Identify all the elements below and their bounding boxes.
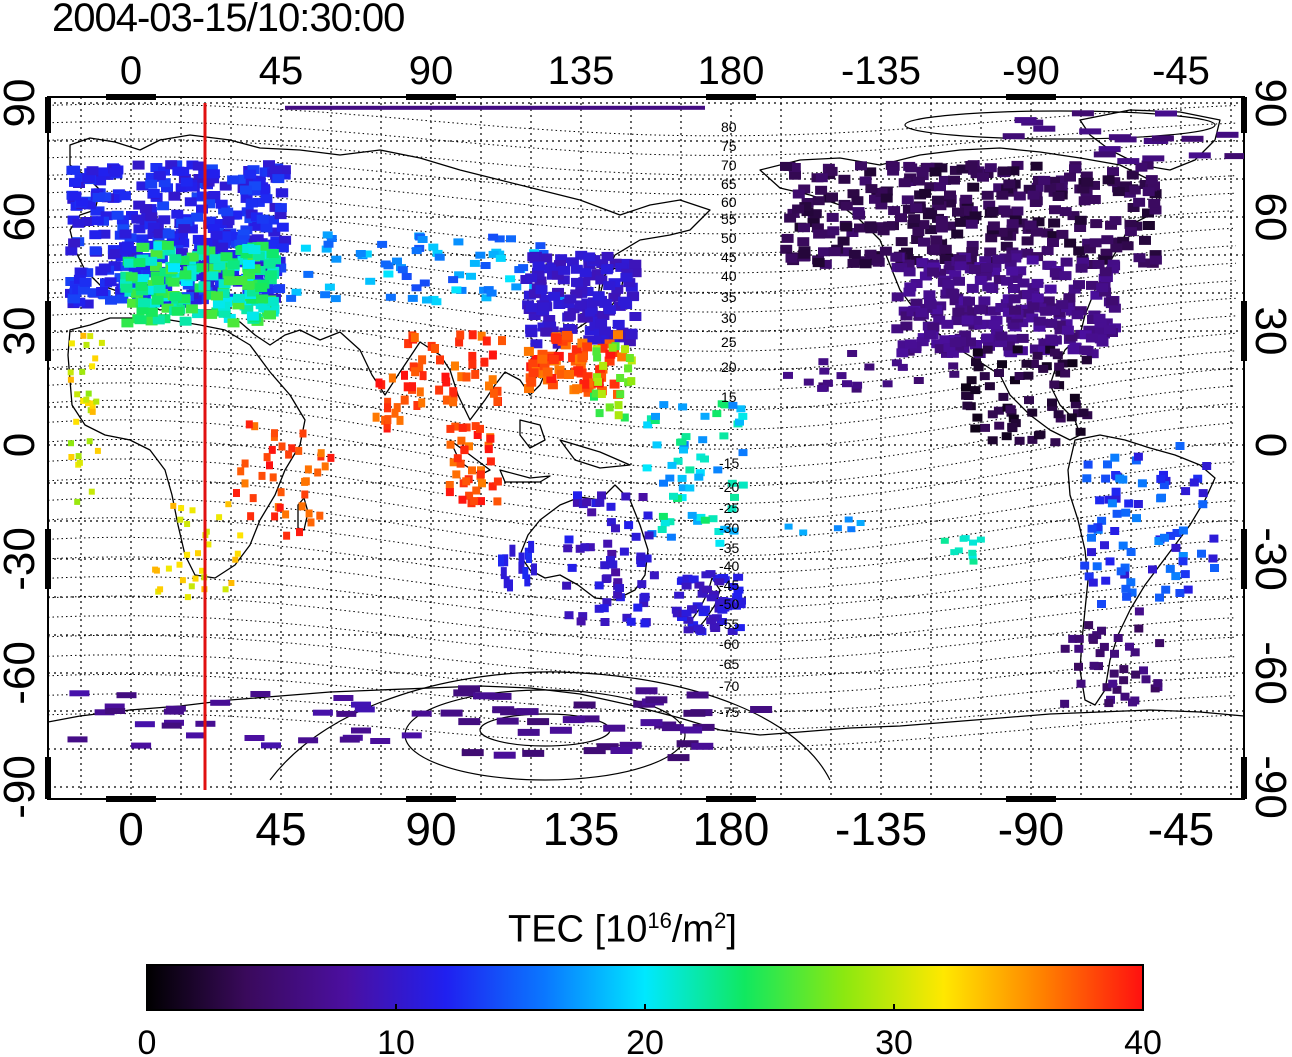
longitude-tick-label: 45 xyxy=(259,49,304,93)
colorbar-tick-label: 10 xyxy=(377,1024,415,1057)
longitude-tick-label: 180 xyxy=(698,49,765,93)
longitude-tick-label: 90 xyxy=(405,803,456,855)
contour-label: 55 xyxy=(721,211,737,227)
latitude-tick-label: -60 xyxy=(1246,641,1292,705)
frame-ticks xyxy=(45,94,1247,802)
colorbar-tick-label: 40 xyxy=(1124,1024,1162,1057)
contour-label: -15 xyxy=(719,455,739,471)
contour-label: 50 xyxy=(721,230,737,246)
longitude-tick-label: 180 xyxy=(693,803,770,855)
longitude-tick-label: -90 xyxy=(1002,49,1060,93)
contour-label: -60 xyxy=(719,636,739,652)
contour-label: -70 xyxy=(719,678,739,694)
colorbar-tick-label: 30 xyxy=(875,1024,913,1057)
contour-label: 65 xyxy=(721,176,737,192)
longitude-tick-label: 0 xyxy=(120,49,142,93)
contour-label: -55 xyxy=(719,616,739,632)
latitude-tick-label: 60 xyxy=(0,193,44,242)
contour-label: -40 xyxy=(719,558,739,574)
contour-label: 60 xyxy=(721,194,737,210)
left-latitude-labels: 90 60 30 0 -30 -60 -90 xyxy=(0,79,44,819)
colorbar-tick-label: 20 xyxy=(626,1024,664,1057)
contour-label: 20 xyxy=(721,359,737,375)
contour-label: 15 xyxy=(721,389,737,405)
latitude-tick-label: -30 xyxy=(0,527,44,591)
longitude-tick-label: -135 xyxy=(835,803,927,855)
latitude-tick-label: -30 xyxy=(1246,527,1292,591)
top-longitude-labels: 0 45 90 135 180 -135 -90 -45 xyxy=(120,49,1210,93)
longitude-tick-label: -135 xyxy=(841,49,921,93)
contour-label: -30 xyxy=(719,520,739,536)
latitude-tick-label: 30 xyxy=(0,307,44,356)
contour-label: 35 xyxy=(721,289,737,305)
colorbar xyxy=(146,964,1144,1011)
contour-label: 80 xyxy=(721,119,737,135)
latitude-tick-label: 0 xyxy=(1246,433,1292,457)
contour-label: -65 xyxy=(719,656,739,672)
bottom-longitude-labels: 0 45 90 135 180 -135 -90 -45 xyxy=(118,803,1214,855)
latitude-tick-label: -90 xyxy=(1246,755,1292,819)
contour-label: -35 xyxy=(719,540,739,556)
latitude-tick-label: -60 xyxy=(0,641,44,705)
contour-label: 25 xyxy=(721,334,737,350)
longitude-tick-label: 45 xyxy=(255,803,306,855)
latitude-tick-label: 0 xyxy=(0,433,44,457)
contour-label: -20 xyxy=(719,479,739,495)
contour-label: 70 xyxy=(721,157,737,173)
longitude-tick-label: 0 xyxy=(118,803,144,855)
latitude-tick-label: -90 xyxy=(0,755,44,819)
tec-measurements xyxy=(65,105,1244,762)
right-latitude-labels: 90 60 30 0 -30 -60 -90 xyxy=(1246,79,1292,819)
longitude-tick-label: -45 xyxy=(1152,49,1210,93)
page-title: 2004-03-15/10:30:00 xyxy=(52,0,405,40)
latitude-tick-label: 90 xyxy=(1246,79,1292,128)
latitude-tick-label: 90 xyxy=(0,79,44,128)
longitude-tick-label: 90 xyxy=(409,49,454,93)
contour-label: 45 xyxy=(721,249,737,265)
longitude-tick-label: 135 xyxy=(543,803,620,855)
longitude-tick-label: 135 xyxy=(548,49,615,93)
contour-label: -45 xyxy=(719,577,739,593)
contour-label: -50 xyxy=(719,596,739,612)
latitude-tick-label: 60 xyxy=(1246,193,1292,242)
contour-label: -25 xyxy=(719,500,739,516)
colorbar-title: TEC [1016/m2] xyxy=(508,908,737,951)
contour-label: 40 xyxy=(721,268,737,284)
contour-label: 75 xyxy=(721,138,737,154)
longitude-tick-label: -45 xyxy=(1148,803,1214,855)
contour-label: 30 xyxy=(721,310,737,326)
contour-label: -75 xyxy=(719,704,739,720)
latitude-tick-label: 30 xyxy=(1246,307,1292,356)
colorbar-ticks: 0 10 20 30 40 xyxy=(138,1004,1162,1057)
longitude-tick-label: -90 xyxy=(998,803,1064,855)
colorbar-tick-label: 0 xyxy=(138,1024,157,1057)
